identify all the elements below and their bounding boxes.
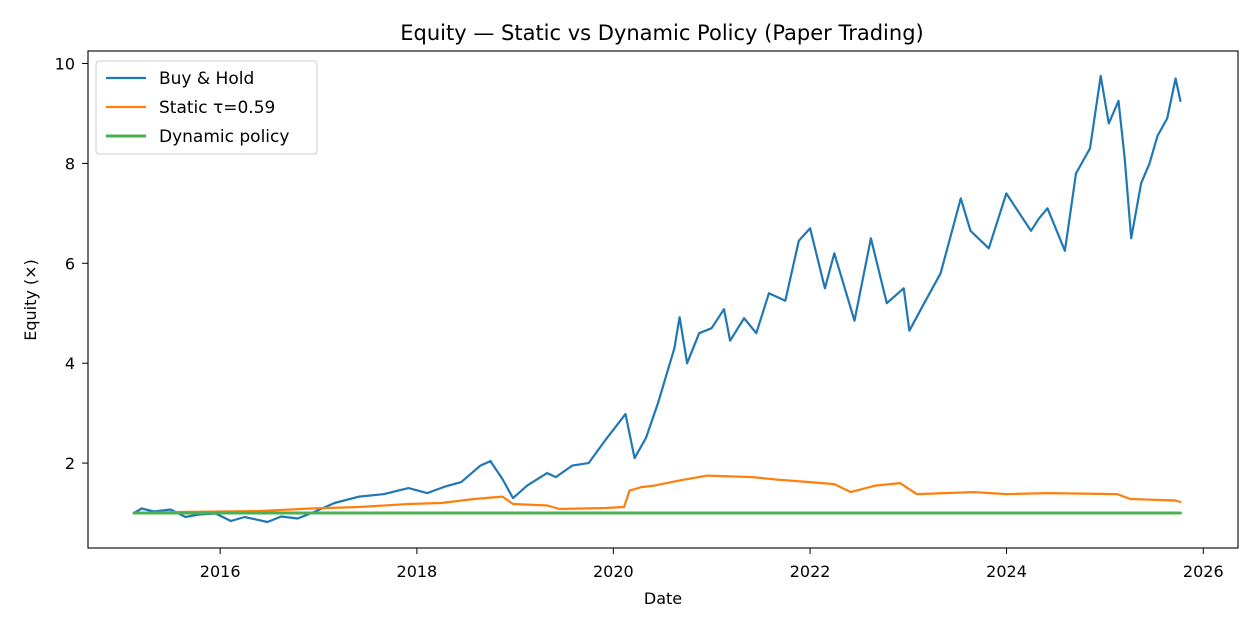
x-tick-label: 2016 [200, 562, 241, 581]
y-tick-label: 2 [65, 454, 75, 473]
x-axis-label: Date [644, 589, 682, 608]
x-axis: 2016 2018 2020 2022 2024 2026 [200, 548, 1224, 581]
plot-frame [87, 50, 1239, 549]
series-line-1 [132, 474, 1182, 515]
x-tick-label: 2018 [397, 562, 438, 581]
series-layer [132, 74, 1182, 524]
y-tick-label: 6 [65, 254, 75, 273]
legend-label: Dynamic policy [159, 127, 289, 147]
legend-label: Buy & Hold [159, 69, 254, 89]
y-tick-label: 4 [65, 354, 75, 373]
x-tick-label: 2022 [790, 562, 831, 581]
y-tick-label: 8 [65, 154, 75, 173]
chart-title: Equity — Static vs Dynamic Policy (Paper… [400, 21, 923, 45]
series-line-0 [132, 74, 1182, 524]
legend-label: Static τ=0.59 [159, 98, 275, 118]
x-tick-label: 2020 [593, 562, 634, 581]
y-axis: 2 4 6 8 10 [55, 54, 88, 473]
x-tick-label: 2026 [1183, 562, 1224, 581]
legend-box [95, 60, 318, 155]
y-axis-label: Equity (×) [21, 259, 40, 341]
x-tick-label: 2024 [986, 562, 1027, 581]
legend: Buy & Hold Static τ=0.59 Dynamic policy [95, 60, 318, 155]
y-tick-label: 10 [55, 54, 75, 73]
